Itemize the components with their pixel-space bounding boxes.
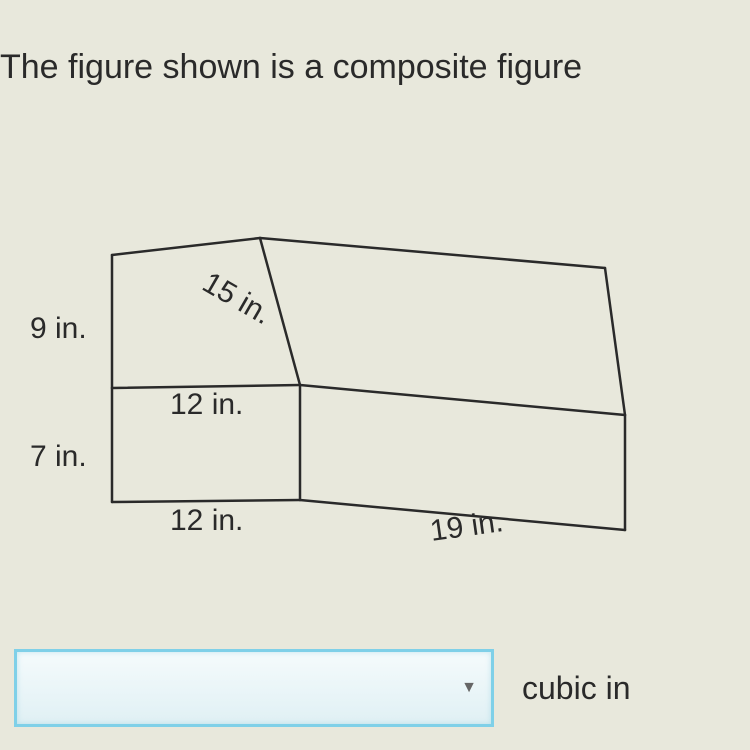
figure-svg — [30, 140, 670, 560]
page: The figure shown is a composite figure 9… — [0, 0, 750, 750]
dimension-label: 7 in. — [30, 440, 87, 474]
answer-row: ▼ cubic in — [0, 644, 750, 732]
question-heading: The figure shown is a composite figure — [0, 48, 582, 87]
unit-label: cubic in — [522, 670, 631, 707]
chevron-down-icon: ▼ — [461, 679, 477, 697]
dimension-label: 12 in. — [170, 388, 243, 422]
composite-figure: 9 in.15 in.12 in.7 in.12 in.19 in. — [30, 140, 670, 560]
answer-dropdown[interactable]: ▼ — [14, 649, 494, 727]
dimension-label: 9 in. — [30, 312, 87, 346]
dimension-label: 12 in. — [170, 504, 243, 538]
